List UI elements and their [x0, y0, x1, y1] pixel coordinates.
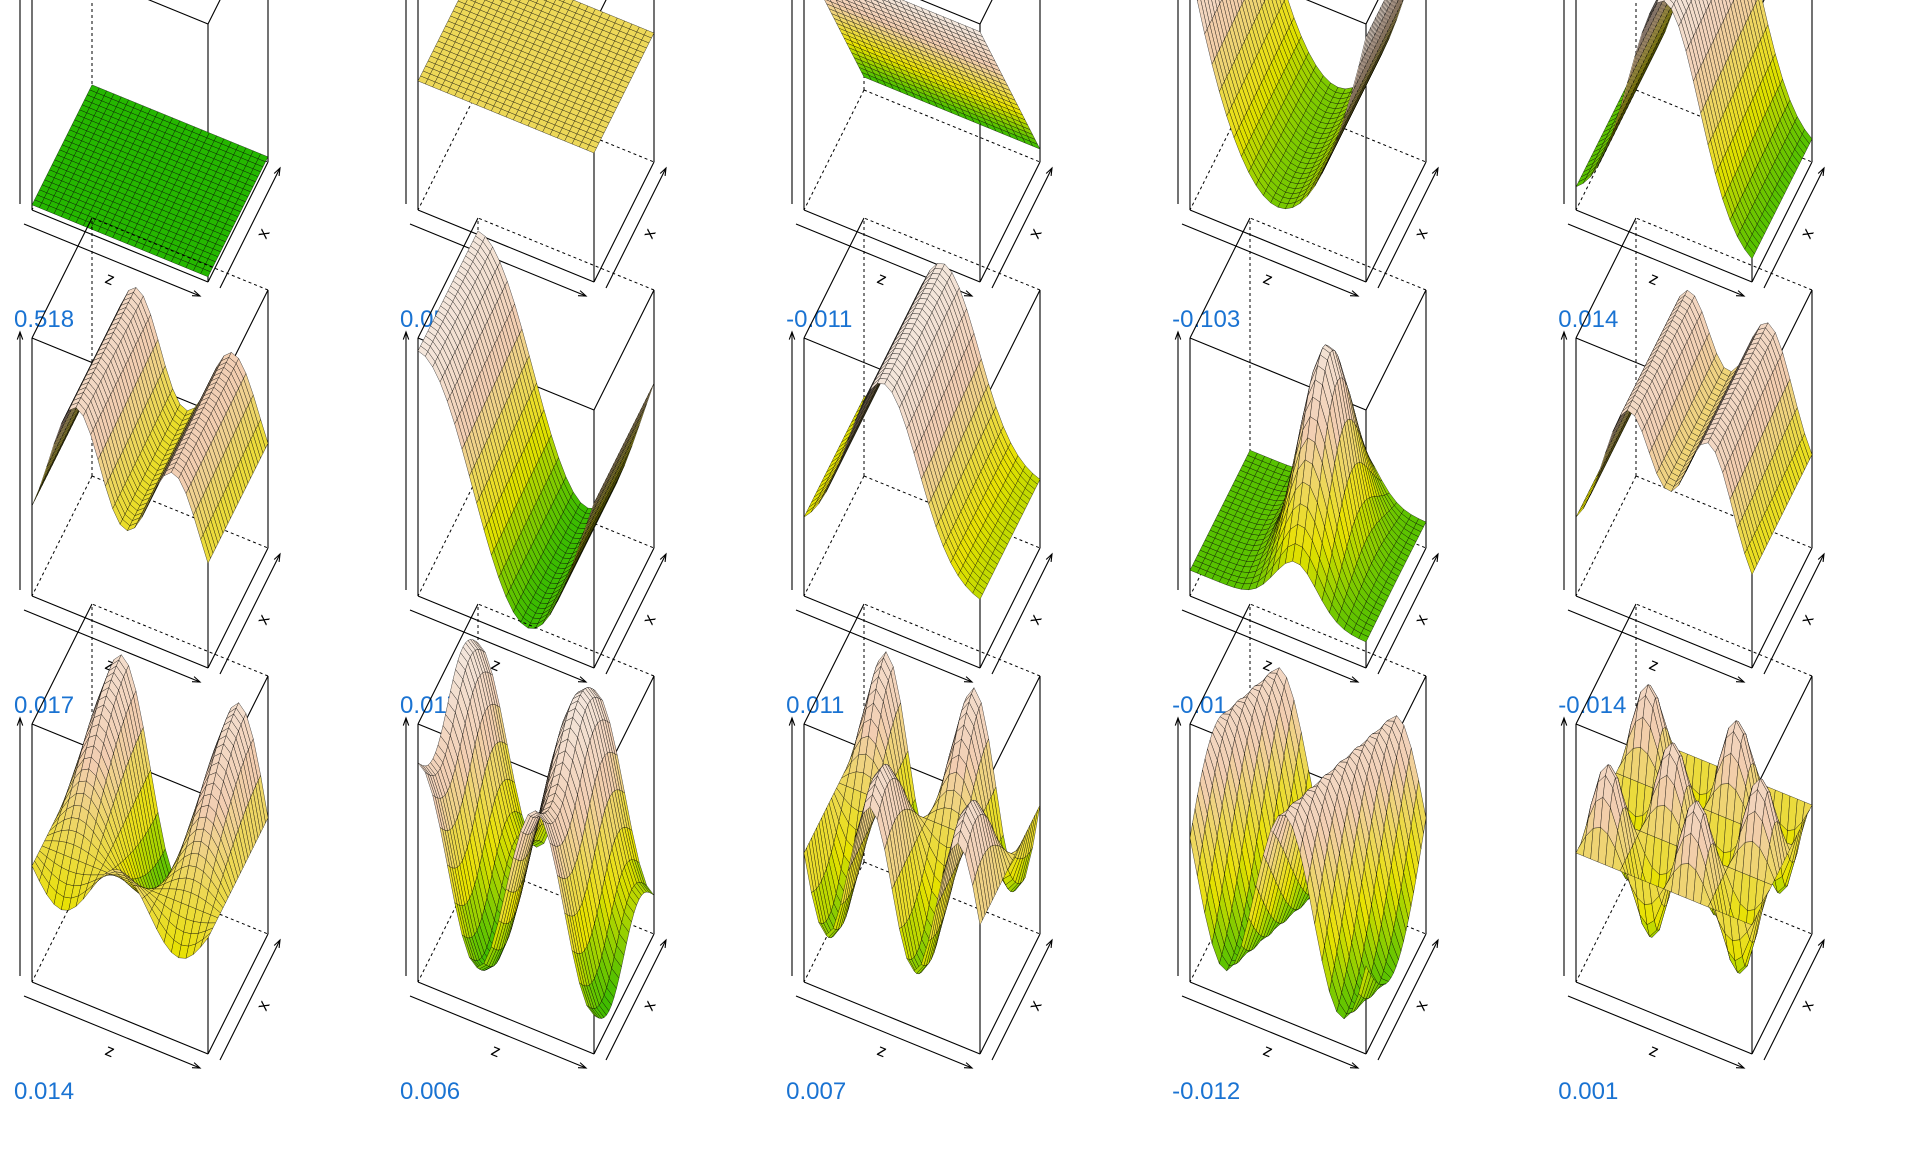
box-edge — [1190, 210, 1366, 282]
x-axis-arrow — [1378, 168, 1438, 288]
surface-mesh — [804, 0, 1040, 149]
box-edge — [594, 162, 654, 282]
surface-panel: z x 0.014 — [1544, 0, 1920, 384]
box-edge — [594, 548, 654, 668]
surface-panel: z x -0.103 — [1158, 0, 1542, 384]
box-edge — [804, 210, 980, 282]
box-edge — [418, 90, 478, 210]
coefficient-label: -0.011 — [786, 306, 852, 334]
x-axis-label: x — [639, 611, 660, 628]
surface-facet — [32, 483, 42, 505]
surface-panel: zx-0.01 — [1158, 386, 1542, 770]
z-axis-label: z — [875, 269, 890, 290]
x-axis-label: x — [1411, 225, 1432, 242]
surface-mesh — [32, 85, 268, 277]
x-axis-arrow — [992, 554, 1052, 674]
x-axis-label: x — [639, 225, 660, 242]
surface-panel: z x 0.518 — [0, 0, 384, 384]
box-edge — [418, 210, 594, 282]
x-axis-arrow — [606, 168, 666, 288]
box-edge — [804, 596, 980, 668]
coefficient-label: 0.014 — [1558, 306, 1618, 334]
surface-mesh — [1190, 345, 1426, 642]
x-axis-label: x — [1025, 611, 1046, 628]
box-edge — [980, 162, 1040, 282]
x-axis-arrow — [992, 168, 1052, 288]
coefficient-label: 0.518 — [14, 306, 74, 334]
box-edge — [418, 476, 478, 596]
box-edge — [32, 476, 92, 596]
coefficient-label: 0.011 — [786, 692, 844, 720]
surface-mesh — [1190, 0, 1426, 209]
box-edge — [980, 0, 1040, 24]
surface-mesh — [1576, 0, 1812, 259]
box-edge — [208, 548, 268, 668]
box-edge — [1576, 210, 1752, 282]
surface-facet — [39, 462, 49, 488]
x-axis-arrow — [220, 554, 280, 674]
x-axis-arrow — [606, 554, 666, 674]
z-axis-label: z — [1647, 269, 1662, 290]
coefficient-label: -0.103 — [1172, 306, 1240, 334]
x-axis-label: x — [1797, 225, 1818, 242]
box-edge — [418, 596, 594, 668]
x-axis-label: x — [1025, 225, 1046, 242]
x-axis-label: x — [253, 611, 274, 628]
coefficient-label: 0.017 — [14, 692, 74, 720]
box-edge — [32, 0, 208, 24]
z-axis-label: z — [1261, 269, 1276, 290]
x-axis-label: x — [253, 225, 274, 242]
box-edge — [804, 90, 864, 210]
z-axis-label: z — [103, 269, 118, 290]
surface-mesh — [418, 0, 654, 153]
box-edge — [804, 476, 864, 596]
box-edge — [208, 0, 268, 24]
box-edge — [1366, 162, 1426, 282]
